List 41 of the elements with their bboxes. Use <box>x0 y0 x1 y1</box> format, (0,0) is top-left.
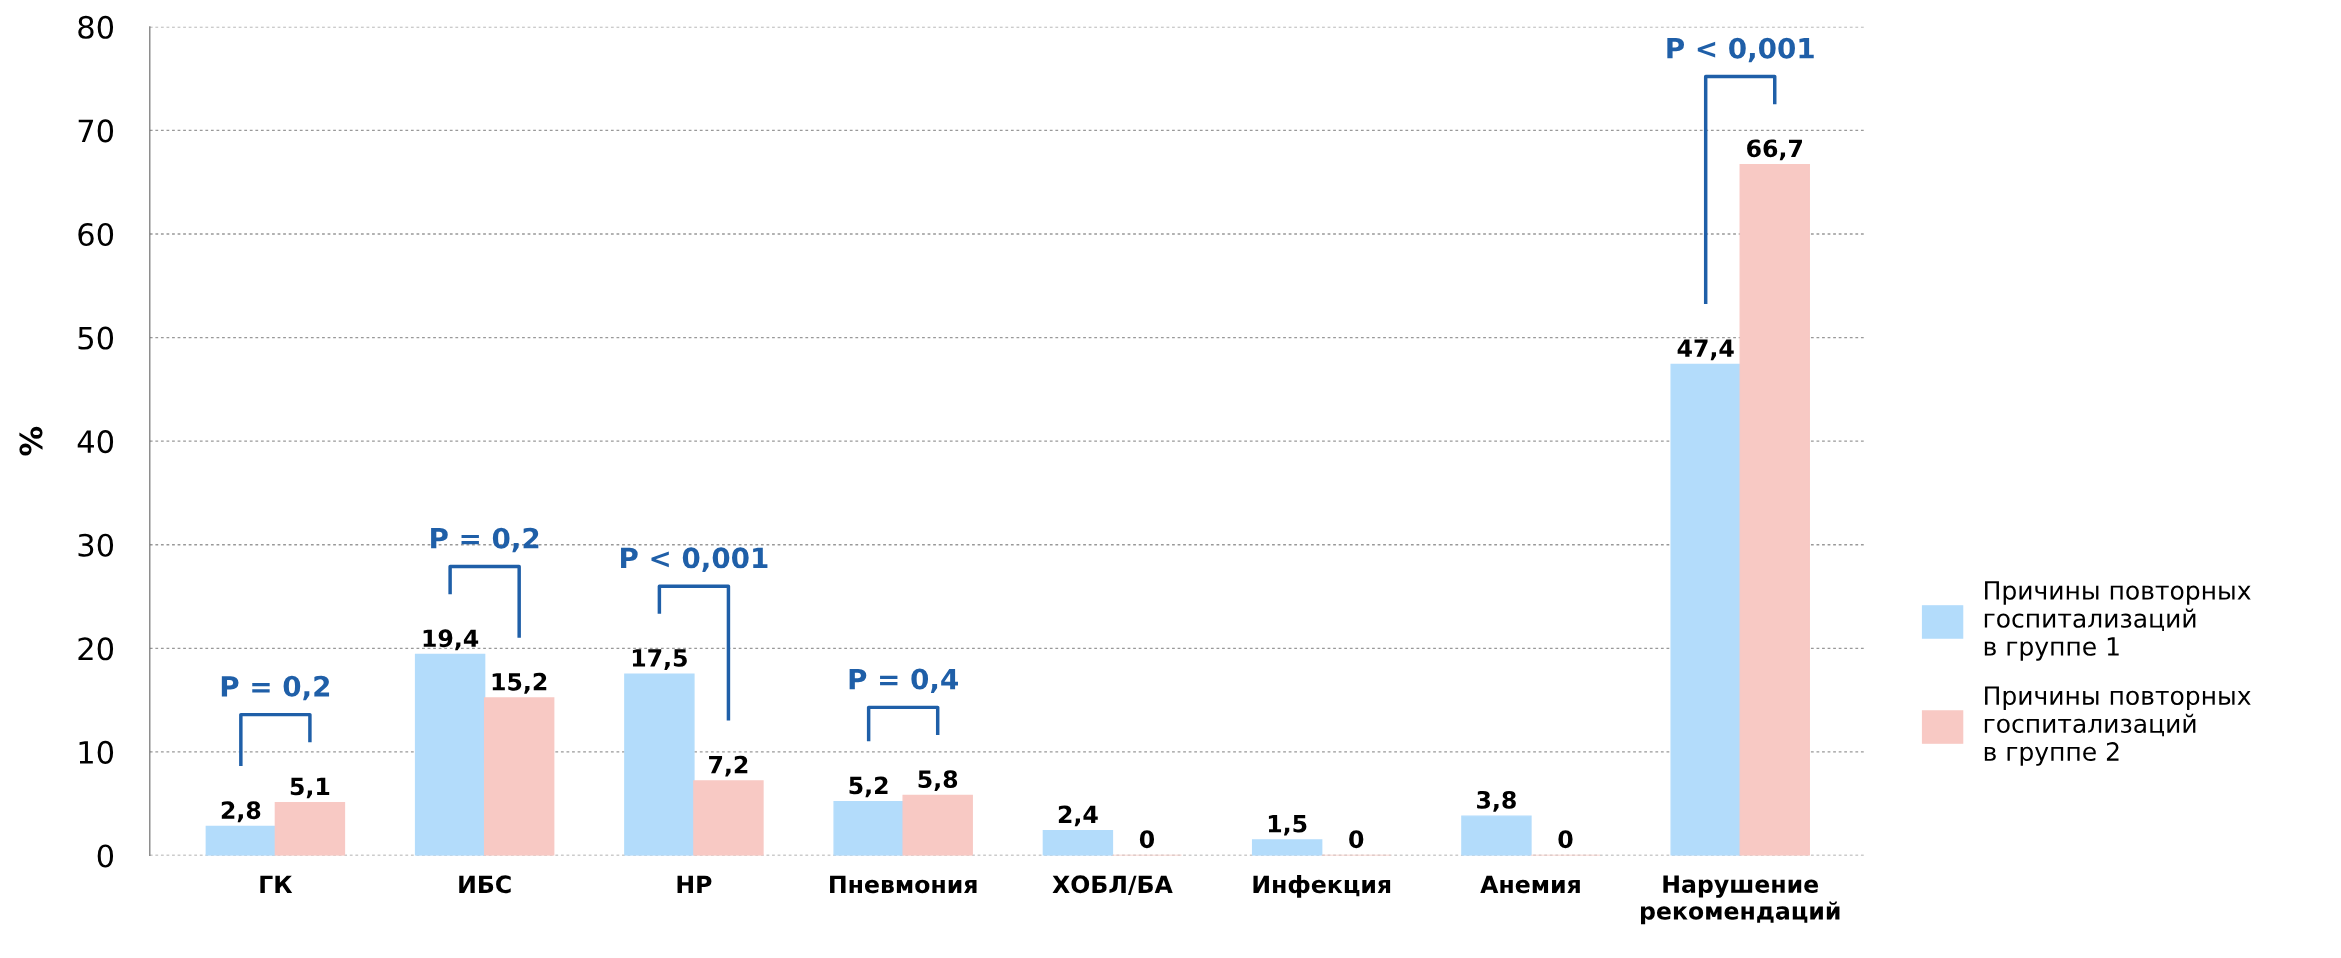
y-tick-label: 40 <box>77 430 114 454</box>
data-label: 1,5 <box>1268 815 1307 836</box>
y-tick-label: 10 <box>79 740 114 764</box>
data-label: 19,4 <box>423 629 479 651</box>
data-label: 5,8 <box>918 770 958 792</box>
annotation: P = 0,4 <box>849 668 958 694</box>
y-tick-label: 50 <box>78 326 114 350</box>
data-label: 15,2 <box>492 672 547 694</box>
y-tick-label: 30 <box>78 533 114 557</box>
legend-label: Причины повторных госпитализаций в группе 1 <box>1984 581 2251 661</box>
data-label: 17,5 <box>632 649 687 670</box>
data-label: 0 <box>1349 830 1364 849</box>
x-tick-label: ГК <box>260 875 293 893</box>
data-label: 2,8 <box>221 801 261 823</box>
data-label: 66,7 <box>1747 139 1802 161</box>
x-tick-label: Нарушение рекомендаций <box>1641 875 1840 925</box>
data-label: 2,4 <box>1058 805 1098 827</box>
x-tick-label: ХОБЛ/БА <box>1052 875 1173 896</box>
x-tick-label: Анемия <box>1480 875 1580 894</box>
x-tick-label: ИБС <box>459 875 511 894</box>
annotation: P < 0,001 <box>1667 37 1814 63</box>
data-label: 3,8 <box>1477 790 1516 812</box>
annotation: P = 0,2 <box>431 527 539 553</box>
annotation: P < 0,001 <box>621 547 768 572</box>
y-axis-title: % <box>19 426 43 456</box>
y-tick-label: 80 <box>78 15 114 39</box>
y-tick-label: 70 <box>78 119 114 143</box>
data-label: 0 <box>1139 830 1155 849</box>
x-tick-label: НР <box>677 875 712 893</box>
data-label: 7,2 <box>709 755 748 777</box>
y-tick-label: 0 <box>97 844 114 868</box>
data-label: 0 <box>1558 830 1573 849</box>
annotation: P = 0,2 <box>221 675 330 701</box>
legend-label: Причины повторных госпитализаций в группе 2 <box>1984 686 2251 766</box>
x-tick-label: Инфекция <box>1253 874 1391 898</box>
y-tick-label: 60 <box>78 222 114 247</box>
x-tick-label: Пневмония <box>830 875 977 894</box>
data-label: 5,2 <box>849 776 888 798</box>
data-label: 5,1 <box>290 777 330 799</box>
data-label: 47,4 <box>1677 339 1734 361</box>
y-tick-label: 20 <box>78 637 114 661</box>
